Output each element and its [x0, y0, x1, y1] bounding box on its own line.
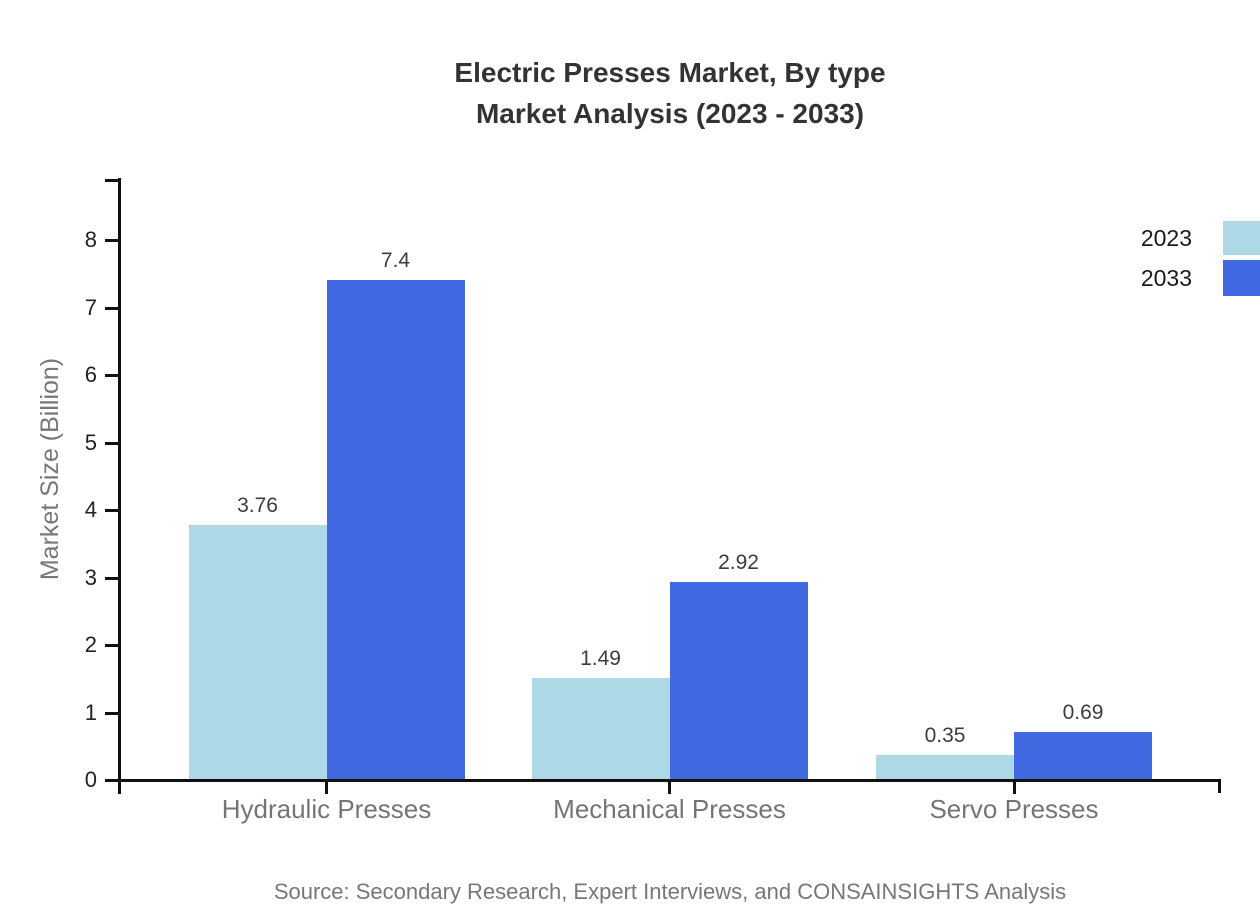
x-axis-tick	[325, 782, 328, 794]
category-label-hydraulic-presses: Hydraulic Presses	[221, 794, 432, 824]
bar-2033-hydraulic-presses	[326, 279, 465, 779]
y-axis-tick	[105, 711, 118, 715]
category-label-servo-presses: Servo Presses	[929, 794, 1099, 824]
legend-label-2023: 2023	[1140, 225, 1192, 251]
y-axis-tick	[105, 509, 118, 512]
bar-2023-servo-presses	[876, 755, 1014, 779]
y-axis-tick-label: 7	[84, 294, 97, 320]
y-axis-endcap-tick	[105, 179, 118, 182]
x-axis-line	[118, 779, 1221, 782]
y-axis-tick-label: 5	[84, 429, 97, 455]
legend-label-2033: 2033	[1140, 265, 1192, 291]
y-axis-tick-label: 6	[84, 362, 97, 387]
legend-swatch-2023	[1223, 221, 1260, 255]
bar-value-label-2033-servo-presses: 0.69	[1062, 701, 1104, 725]
y-axis-tick-label: 4	[84, 497, 97, 522]
chart-title: Electric Presses Market, By type Market …	[80, 52, 1260, 134]
x-axis-tick	[1012, 782, 1016, 794]
y-axis-line	[118, 178, 121, 794]
y-axis-tick-label: 1	[84, 699, 97, 725]
bar-value-label-2023-hydraulic-presses: 3.76	[237, 494, 278, 518]
y-axis-tick-label: 8	[84, 227, 97, 252]
y-axis-tick	[105, 779, 118, 782]
bar-2033-servo-presses	[1014, 732, 1152, 779]
bar-2033-mechanical-presses	[669, 581, 808, 779]
y-axis-tick	[105, 239, 118, 242]
bar-value-label-2033-mechanical-presses: 2.92	[718, 550, 759, 574]
y-axis-tick-label: 0	[84, 767, 97, 792]
y-axis-tick	[105, 576, 118, 580]
bar-value-label-2023-mechanical-presses: 1.49	[580, 647, 621, 671]
source-attribution: Source: Secondary Research, Expert Inter…	[273, 879, 1067, 904]
category-label-mechanical-presses: Mechanical Presses	[553, 794, 786, 824]
bar-2023-hydraulic-presses	[188, 525, 327, 779]
x-axis-tick	[668, 782, 671, 794]
y-axis-tick-label: 2	[84, 632, 97, 657]
y-axis-tick	[105, 306, 118, 310]
y-axis-tick	[105, 644, 118, 647]
chart-title-line-1: Electric Presses Market, By type	[454, 57, 886, 88]
chart-title-line-2: Market Analysis (2023 - 2033)	[475, 98, 865, 129]
x-axis-endcap-tick	[1218, 779, 1221, 793]
bar-value-label-2023-servo-presses: 0.35	[924, 724, 966, 748]
bar-value-label-2033-hydraulic-presses: 7.4	[380, 248, 411, 272]
y-axis-tick	[105, 441, 118, 445]
y-axis-tick	[105, 374, 118, 377]
legend-swatch-2033	[1223, 260, 1260, 296]
bar-2023-mechanical-presses	[531, 678, 670, 779]
y-axis-tick-label: 3	[84, 564, 97, 590]
